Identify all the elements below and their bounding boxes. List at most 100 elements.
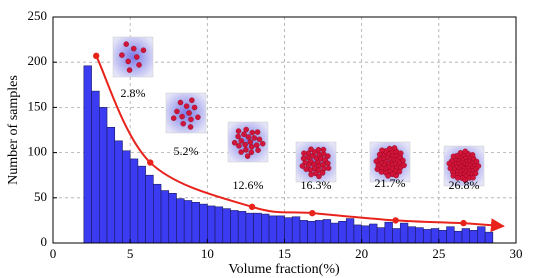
cube-particle xyxy=(170,115,177,121)
cube-particle xyxy=(308,171,314,178)
cube-particle xyxy=(235,133,241,140)
cube-particle xyxy=(386,145,393,152)
bar xyxy=(484,231,494,244)
cube-particle xyxy=(325,165,332,171)
bar xyxy=(214,206,224,244)
cube-particle xyxy=(130,45,137,52)
bar xyxy=(137,165,146,244)
cube-particle xyxy=(243,126,249,133)
x-tick-label: 5 xyxy=(127,246,134,261)
cube-particle xyxy=(325,160,331,167)
bar xyxy=(207,205,216,244)
cube-particle xyxy=(180,120,186,127)
bar xyxy=(160,190,170,244)
cube-particle xyxy=(140,47,147,54)
cube-particle xyxy=(450,153,457,160)
cube-particle xyxy=(126,67,133,73)
bar xyxy=(330,222,339,244)
cube-particle xyxy=(373,158,380,164)
bar xyxy=(477,226,486,244)
bar xyxy=(83,65,92,244)
x-tick-label: 20 xyxy=(355,246,368,261)
cube-particle xyxy=(401,162,407,168)
bar xyxy=(176,198,185,244)
bar xyxy=(261,213,270,244)
bar xyxy=(245,212,254,244)
cube-particle xyxy=(470,174,476,181)
cube-particle xyxy=(472,170,479,177)
cube-particle xyxy=(374,166,381,172)
bar xyxy=(91,90,100,244)
cube-particle xyxy=(174,108,180,115)
cube-particle xyxy=(133,54,140,60)
bar xyxy=(230,210,239,244)
cube-particle xyxy=(191,104,198,111)
cube-particle xyxy=(248,143,255,150)
bar xyxy=(114,140,123,244)
cube-particle xyxy=(378,169,385,175)
cube-inset xyxy=(165,92,207,134)
cube-particle xyxy=(245,134,252,140)
cube-particle xyxy=(254,129,261,135)
cube-particle xyxy=(385,173,391,179)
cube-particle xyxy=(320,146,327,153)
cube-particle xyxy=(299,163,306,169)
cube-particle xyxy=(231,140,238,146)
cube-particle xyxy=(457,150,464,156)
bar xyxy=(268,215,278,244)
bar xyxy=(299,220,308,244)
cube-particle xyxy=(189,97,195,103)
cube-particle xyxy=(136,62,142,68)
y-axis-label: Number of samples xyxy=(6,75,21,185)
cube-particle xyxy=(300,155,307,162)
cube-particle xyxy=(195,114,201,120)
annotation: 26.8% xyxy=(449,178,480,192)
cube-particle xyxy=(256,136,263,143)
bar xyxy=(291,216,301,244)
cube-inset xyxy=(112,36,154,78)
bar xyxy=(276,215,285,244)
cube-particle xyxy=(249,129,256,136)
annotation: 12.6% xyxy=(233,178,264,192)
trend-arrow xyxy=(463,218,505,233)
cube-particle xyxy=(179,113,185,120)
cube-particle xyxy=(188,116,194,123)
cube-particle xyxy=(393,172,399,179)
bar xyxy=(307,221,316,244)
cube-particle xyxy=(119,52,125,58)
bar xyxy=(237,211,247,244)
trend xyxy=(93,52,505,233)
bar xyxy=(315,220,324,244)
trend-point xyxy=(392,217,399,224)
x-tick-label: 0 xyxy=(50,246,57,261)
x-axis-label: Volume fraction(%) xyxy=(228,262,340,277)
cube-particle xyxy=(259,140,266,147)
cube-particle xyxy=(315,147,322,153)
trend-point xyxy=(248,203,256,211)
bar xyxy=(183,200,193,244)
annotation: 21.7% xyxy=(375,176,406,190)
cube-particle xyxy=(238,138,245,144)
trend-point xyxy=(309,209,316,217)
bar xyxy=(430,228,440,244)
cube-particle xyxy=(447,165,454,172)
x-tick-label: 15 xyxy=(278,246,291,261)
y-tick-label: 50 xyxy=(34,189,47,204)
cube-particle xyxy=(396,168,403,175)
bar xyxy=(469,230,478,244)
bar xyxy=(145,174,154,244)
cube-particle xyxy=(235,128,242,134)
cube-particle xyxy=(319,170,326,176)
cube-particle xyxy=(400,157,406,164)
x-tick-label: 30 xyxy=(510,246,523,261)
bar xyxy=(407,226,416,244)
annotation: 5.2% xyxy=(174,144,199,158)
cube-particle xyxy=(454,175,461,181)
bar xyxy=(199,203,208,244)
cube-particle xyxy=(244,153,251,159)
cube-particle xyxy=(242,141,248,148)
cube-particle xyxy=(187,124,194,130)
bar xyxy=(446,226,455,244)
cube-particle xyxy=(325,153,331,159)
cube-particle xyxy=(255,147,261,153)
